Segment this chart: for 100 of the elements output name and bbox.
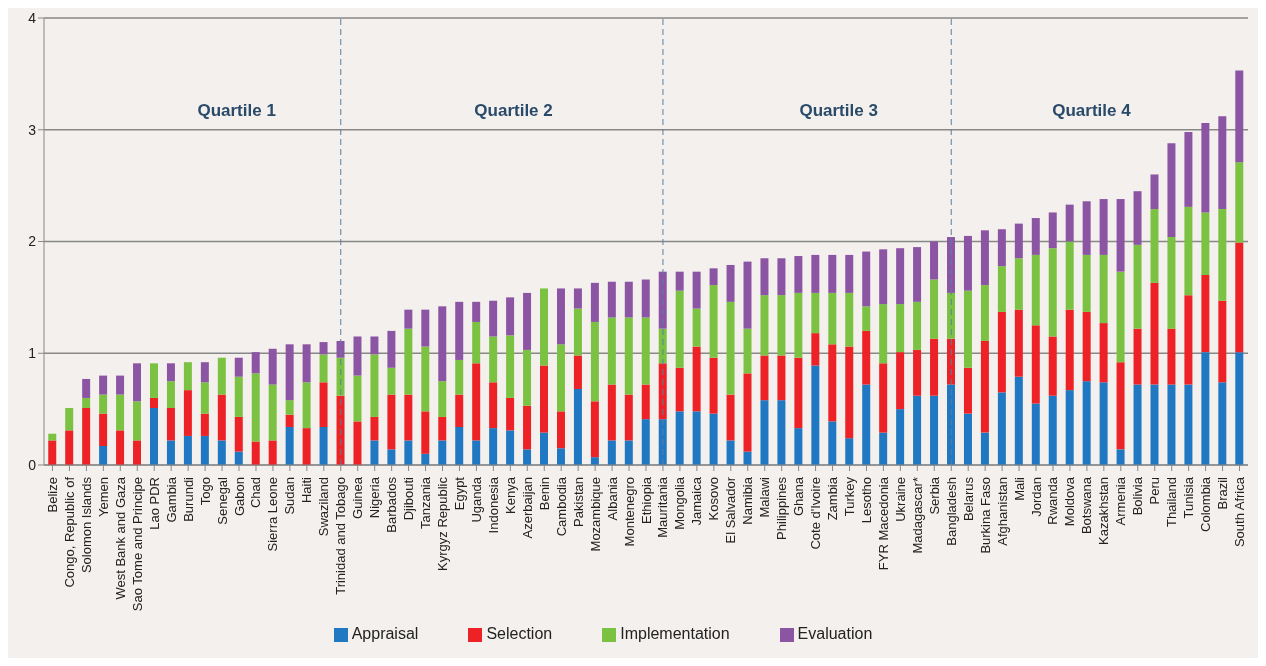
bar	[743, 373, 752, 452]
bar	[1099, 199, 1108, 255]
x-tick-label: Bangladesh	[943, 477, 959, 546]
bar	[879, 363, 888, 433]
x-tick-label: Azerbaijan	[519, 477, 535, 539]
annotation: Quartile 4	[1052, 100, 1131, 121]
bar	[200, 382, 209, 414]
x-tick-label: Uganda	[468, 476, 484, 523]
bar	[963, 413, 972, 465]
bar	[1235, 242, 1244, 353]
bar	[930, 338, 939, 396]
bar	[607, 440, 616, 465]
bar	[1065, 204, 1074, 242]
bar	[811, 333, 820, 366]
bar	[217, 357, 226, 395]
x-tick-label: El Salvador	[723, 476, 739, 544]
bar	[760, 355, 769, 401]
bar	[997, 392, 1006, 465]
x-tick-label: Indonesia	[485, 476, 501, 534]
bar	[1048, 248, 1057, 337]
x-tick-label: South Africa	[1232, 476, 1248, 548]
bar	[438, 306, 447, 382]
bar	[1167, 384, 1176, 465]
bar	[387, 449, 396, 465]
bar	[200, 362, 209, 383]
bar	[879, 249, 888, 305]
bar	[404, 309, 413, 329]
bar	[1048, 336, 1057, 396]
bar	[353, 375, 362, 422]
bar	[930, 395, 939, 465]
x-tick-label: Mali	[1011, 476, 1027, 501]
bar	[99, 413, 108, 446]
x-tick-label: Belarus	[960, 476, 976, 522]
x-tick-label: Lao PDR	[146, 477, 162, 530]
bar	[404, 394, 413, 441]
bar	[149, 363, 158, 398]
x-tick-label: Nigeria	[367, 476, 383, 519]
bar	[404, 440, 413, 465]
bar	[1082, 311, 1091, 382]
annotation: Quartile 2	[474, 100, 553, 121]
bar	[421, 453, 430, 465]
x-tick-label: Kyrgyz Republic	[435, 476, 451, 571]
bar	[336, 357, 345, 396]
bar	[99, 394, 108, 414]
bar	[726, 440, 735, 465]
x-tick-label: Ethiopia	[638, 476, 654, 524]
bar	[1065, 241, 1074, 310]
bar	[166, 381, 175, 409]
bar	[455, 301, 464, 360]
bar	[489, 428, 498, 465]
bar	[980, 340, 989, 433]
bar	[590, 282, 599, 322]
bar	[302, 382, 311, 429]
bar	[947, 338, 955, 385]
bar	[489, 336, 498, 383]
x-tick-label: Yemen	[95, 477, 111, 517]
bar	[963, 290, 972, 368]
bar	[896, 352, 905, 410]
bar	[556, 288, 565, 345]
bar	[149, 408, 158, 465]
x-tick-label: Pakistan	[570, 477, 586, 527]
bar	[319, 427, 328, 465]
x-tick-label: Bolivia	[1130, 476, 1146, 516]
bar	[980, 285, 989, 341]
bar	[624, 440, 633, 465]
bar	[353, 336, 362, 376]
bar	[1167, 143, 1176, 238]
bar	[794, 292, 803, 358]
bar	[540, 365, 549, 433]
bar	[48, 440, 57, 465]
bar	[506, 297, 515, 336]
bar	[1014, 223, 1023, 259]
bar	[573, 288, 582, 309]
bar	[1201, 275, 1210, 353]
bar	[302, 428, 311, 465]
annotation: Quartile 3	[799, 100, 878, 121]
bar	[896, 248, 905, 305]
bar	[133, 363, 142, 402]
x-tick-label: Rwanda	[1045, 476, 1061, 525]
bar	[692, 308, 701, 347]
bar	[1116, 362, 1125, 450]
x-tick-label: Jordan	[1028, 477, 1044, 517]
x-tick-label: Namibia	[740, 476, 756, 525]
bar	[166, 363, 175, 382]
bar	[540, 288, 549, 366]
bar	[913, 247, 922, 302]
bar	[1014, 309, 1023, 377]
bar	[692, 271, 701, 309]
x-tick-label: Guinea	[350, 476, 366, 519]
x-tick-label: Montenegro	[621, 477, 637, 547]
bar	[692, 411, 701, 465]
bar	[743, 328, 752, 374]
bar	[777, 355, 786, 401]
bar	[947, 237, 955, 293]
bar	[913, 301, 922, 350]
x-tick-label: Armenia	[1113, 476, 1129, 526]
bar	[183, 390, 192, 436]
bar	[1048, 395, 1057, 465]
bar	[641, 279, 650, 318]
x-tick-label: Botswana	[1079, 476, 1095, 535]
